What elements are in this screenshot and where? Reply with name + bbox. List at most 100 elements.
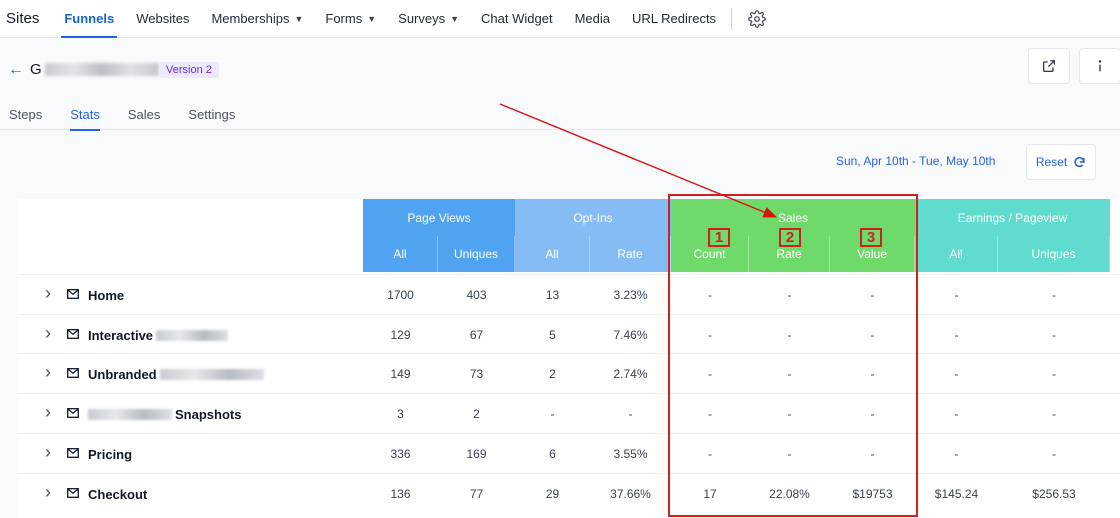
chevron-right-icon[interactable]: ›	[45, 481, 51, 502]
tab-stats[interactable]: Stats	[61, 100, 109, 131]
column-header[interactable]: Rate	[590, 236, 671, 272]
date-range-picker[interactable]: Sun, Apr 10th - Tue, May 10th	[836, 154, 996, 168]
table-cell: 149	[390, 367, 411, 382]
chevron-down-icon: ▼	[367, 13, 377, 24]
nav-label: Websites	[136, 11, 190, 26]
nav-media[interactable]: Media	[564, 0, 621, 38]
nav-url-redirects[interactable]: URL Redirects	[621, 0, 727, 38]
table-cell: -	[870, 327, 875, 342]
app-brand: Sites	[6, 10, 40, 27]
table-cell: -	[1052, 367, 1056, 382]
table-cell: 1700	[387, 288, 414, 302]
step-name-text: Snapshots	[175, 407, 242, 423]
step-name-text: Pricing	[88, 446, 133, 462]
column-header[interactable]: All	[363, 236, 438, 272]
table-cell: -	[954, 327, 959, 342]
step-name-text: Unbranded	[88, 367, 157, 383]
table-cell: -	[870, 367, 875, 382]
table-cell: -	[708, 407, 712, 422]
arrow-left-icon[interactable]: ←	[8, 61, 24, 78]
table-cell: -	[708, 288, 712, 302]
table-row[interactable]: › Home 1700 403 13 3.23% - - - - -	[18, 274, 1120, 314]
table-cell: 29	[545, 486, 560, 501]
table-row[interactable]: › Pricing 336 169 6 3.55% - - - - -	[18, 432, 1120, 473]
funnel-title: G	[30, 61, 159, 78]
chevron-right-icon[interactable]: ›	[45, 283, 51, 303]
nav-label: URL Redirects	[632, 11, 717, 26]
table-row[interactable]: › Snapshots 3 2 - - - - - - -	[18, 393, 1120, 433]
column-header[interactable]: Uniques	[438, 236, 515, 272]
table-row[interactable]: › Unbranded 149 73 2 2.74% - - - - -	[18, 353, 1120, 393]
gear-icon[interactable]	[748, 9, 766, 28]
marker-3: 3	[860, 228, 882, 247]
funnel-tabs: Steps Stats Sales Settings	[0, 100, 1120, 131]
nav-chat-widget[interactable]: Chat Widget	[470, 0, 564, 38]
chevron-down-icon: ▼	[450, 13, 460, 24]
redacted-text	[88, 409, 172, 421]
nav-funnels[interactable]: Funnels	[53, 0, 125, 38]
table-cell: 3.23%	[613, 288, 648, 302]
nav-forms[interactable]: Forms ▼	[314, 0, 387, 38]
column-header[interactable]: All	[515, 236, 590, 272]
column-header[interactable]: Count	[671, 236, 749, 272]
nav-memberships[interactable]: Memberships ▼	[200, 0, 314, 38]
info-button[interactable]	[1079, 48, 1120, 84]
nav-label: Media	[574, 11, 611, 26]
column-header[interactable]: All	[915, 236, 998, 272]
table-cell: 2	[473, 407, 480, 422]
table-cell: -	[954, 407, 959, 422]
nav-websites[interactable]: Websites	[125, 0, 200, 38]
column-header[interactable]: Value	[830, 236, 915, 272]
table-row[interactable]: › Checkout 136 77 29 37.66% 17 22.08% $19753 $145…	[18, 472, 1120, 513]
mail-icon	[67, 328, 79, 339]
table-cell: -	[628, 407, 633, 422]
reset-label: Reset	[1035, 155, 1068, 169]
table-cell: 37.66%	[610, 486, 651, 501]
external-link-icon	[1043, 60, 1055, 72]
table-cell: -	[870, 446, 875, 461]
marker-1: 1	[708, 228, 730, 247]
step-name: Checkout	[88, 487, 147, 502]
tab-steps[interactable]: Steps	[9, 107, 43, 122]
column-header[interactable]: Uniques	[998, 236, 1110, 272]
chevron-down-icon: ▼	[294, 13, 304, 24]
chevron-right-icon[interactable]: ›	[45, 362, 51, 383]
table-cell: 17	[703, 486, 717, 501]
table-cell: 3	[397, 407, 404, 422]
info-icon	[1098, 60, 1102, 72]
step-name: Home	[88, 288, 124, 303]
chevron-right-icon[interactable]: ›	[45, 402, 51, 423]
refresh-icon	[1074, 156, 1085, 167]
nav-label: Surveys	[398, 11, 446, 26]
table-cell: 22.08%	[769, 486, 810, 501]
table-cell: -	[1052, 288, 1056, 302]
redacted-text	[159, 369, 264, 381]
open-external-button[interactable]	[1028, 48, 1070, 84]
tab-settings[interactable]: Settings	[188, 107, 236, 122]
step-name: Unbranded	[88, 367, 264, 382]
table-cell: 77	[469, 486, 484, 501]
chevron-right-icon[interactable]: ›	[45, 441, 51, 462]
mail-icon	[67, 487, 79, 498]
table-cell: -	[954, 288, 959, 302]
tab-sales[interactable]: Sales	[127, 107, 161, 122]
table-cell: -	[708, 367, 712, 382]
table-cell: 169	[466, 446, 487, 461]
column-header[interactable]: Rate	[749, 236, 830, 272]
table-cell: -	[1052, 446, 1056, 461]
table-cell: -	[1052, 327, 1056, 342]
table-row[interactable]: › Interactive 129 67 5 7.46% - - - - -	[18, 313, 1120, 354]
mail-icon	[67, 289, 79, 299]
table-cell: $19753	[852, 486, 893, 501]
nav-label: Funnels	[64, 11, 115, 26]
nav-surveys[interactable]: Surveys ▼	[387, 0, 470, 38]
step-name-text: Checkout	[88, 486, 148, 502]
chevron-right-icon[interactable]: ›	[45, 322, 51, 343]
table-cell: 7.46%	[613, 327, 648, 342]
table-cell: 67	[469, 327, 484, 342]
table-cell: 5	[549, 327, 556, 342]
table-cell: -	[787, 407, 792, 422]
table-cell: 136	[390, 486, 411, 501]
reset-button[interactable]: Reset	[1026, 144, 1096, 180]
step-name: Snapshots	[88, 407, 241, 422]
